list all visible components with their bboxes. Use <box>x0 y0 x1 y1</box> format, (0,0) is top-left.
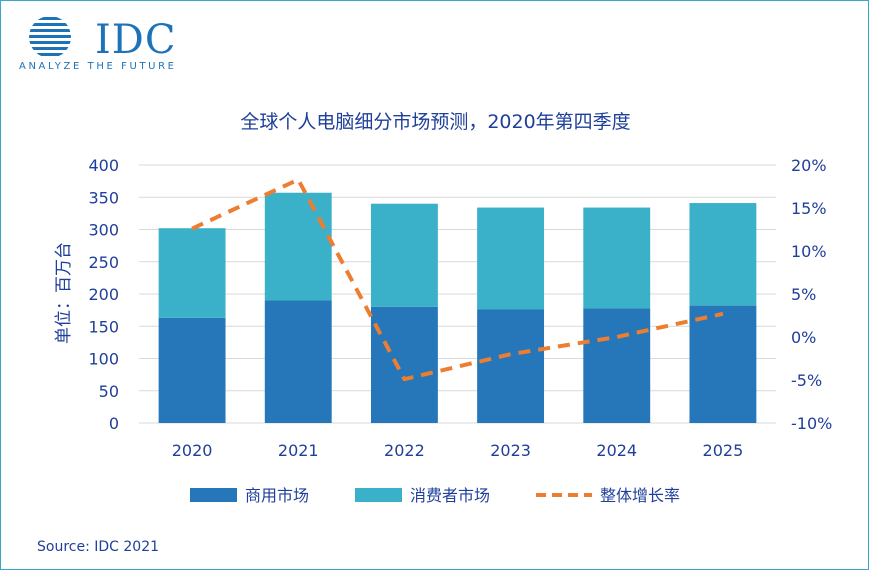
y-tick-label: 50 <box>99 382 119 401</box>
y-tick-label: 250 <box>88 253 119 272</box>
x-tick-label: 2021 <box>278 441 319 460</box>
bar-consumer <box>477 207 545 310</box>
y-tick-label: 300 <box>88 221 119 240</box>
y-tick-label: 100 <box>88 350 119 369</box>
bar-consumer <box>583 207 651 309</box>
y-tick-label: 150 <box>88 317 119 336</box>
legend-commercial-label: 商用市场 <box>245 486 309 505</box>
bar-commercial <box>689 305 757 423</box>
y2-tick-label: 0% <box>791 328 816 347</box>
bar-consumer <box>689 203 757 306</box>
bar-commercial <box>158 317 226 423</box>
logo-name: IDC <box>95 17 177 63</box>
y-tick-label: 400 <box>88 156 119 175</box>
y-axis-label: 单位：百万台 <box>54 242 74 344</box>
x-tick-label: 2024 <box>596 441 637 460</box>
y-tick-label: 350 <box>88 188 119 207</box>
x-tick-label: 2023 <box>490 441 531 460</box>
y2-tick-label: 20% <box>791 156 827 175</box>
x-tick-label: 2025 <box>703 441 744 460</box>
bar-consumer <box>158 228 226 318</box>
source-note: Source: IDC 2021 <box>37 539 160 555</box>
bar-commercial <box>370 306 438 423</box>
y2-tick-label: 5% <box>791 285 816 304</box>
x-tick-label: 2020 <box>172 441 213 460</box>
legend-commercial-swatch <box>190 488 237 502</box>
globe-icon <box>29 17 71 56</box>
y-tick-label: 200 <box>88 285 119 304</box>
chart-title: 全球个人电脑细分市场预测，2020年第四季度 <box>240 111 631 133</box>
y-tick-label: 0 <box>109 414 119 433</box>
x-tick-label: 2022 <box>384 441 425 460</box>
y2-tick-label: 10% <box>791 242 827 261</box>
logo-tagline: ANALYZE THE FUTURE <box>19 61 177 72</box>
legend: 商用市场 消费者市场 整体增长率 <box>190 486 680 505</box>
y2-tick-label: 15% <box>791 199 827 218</box>
bar-consumer <box>264 192 332 301</box>
idc-logo: IDC ANALYZE THE FUTURE <box>19 15 189 77</box>
bar-series <box>158 192 757 423</box>
legend-consumer-swatch <box>355 488 402 502</box>
legend-growth-label: 整体增长率 <box>600 486 680 505</box>
y2-tick-label: -5% <box>791 371 822 390</box>
gridlines <box>139 164 776 424</box>
bar-commercial <box>583 308 651 423</box>
legend-consumer-label: 消费者市场 <box>410 486 490 505</box>
bar-commercial <box>477 309 545 423</box>
y2-tick-label: -10% <box>791 414 832 433</box>
bar-consumer <box>370 203 438 307</box>
axes: 0 50 100 150 200 250 300 350 400 -10% -5% 0% 5% 10% 15… <box>88 156 832 460</box>
bar-commercial <box>264 300 332 423</box>
